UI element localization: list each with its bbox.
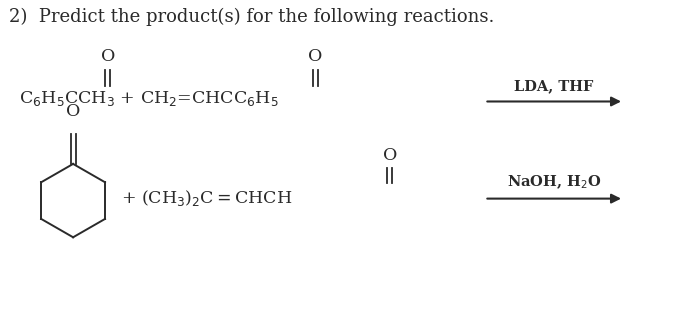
Text: O: O	[308, 48, 322, 65]
Text: C$_6$H$_5$CCH$_3$ + CH$_2$=CHCC$_6$H$_5$: C$_6$H$_5$CCH$_3$ + CH$_2$=CHCC$_6$H$_5$	[20, 90, 279, 109]
Text: NaOH, H$_2$O: NaOH, H$_2$O	[507, 173, 601, 191]
Text: O: O	[66, 103, 80, 120]
Text: 2)  Predict the product(s) for the following reactions.: 2) Predict the product(s) for the follow…	[9, 7, 495, 26]
Text: O: O	[383, 147, 397, 164]
Text: + (CH$_3$)$_2$C$=$CHCH: + (CH$_3$)$_2$C$=$CHCH	[121, 188, 293, 207]
Text: LDA, THF: LDA, THF	[514, 80, 594, 94]
Text: O: O	[101, 48, 116, 65]
